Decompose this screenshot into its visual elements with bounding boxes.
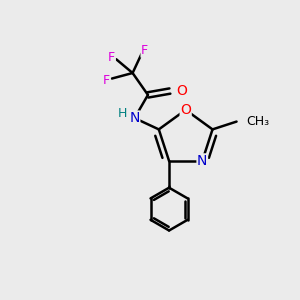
Text: O: O	[176, 84, 187, 98]
Text: CH₃: CH₃	[246, 115, 269, 128]
Text: N: N	[129, 111, 140, 125]
Text: N: N	[197, 154, 208, 168]
Text: F: F	[108, 51, 115, 64]
Text: F: F	[141, 44, 148, 57]
Text: H: H	[117, 107, 127, 120]
Text: O: O	[180, 103, 191, 117]
Text: F: F	[103, 74, 110, 86]
